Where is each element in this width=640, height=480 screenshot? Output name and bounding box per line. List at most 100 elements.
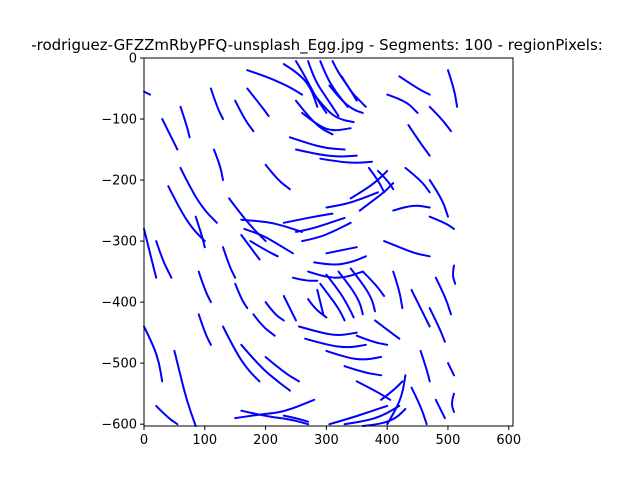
series-line-44 (428, 215, 455, 230)
series-line-83 (282, 414, 310, 423)
series-line-74 (240, 343, 291, 392)
series-line-63 (392, 270, 404, 310)
series-line-79 (143, 227, 158, 279)
series-line-57 (282, 295, 297, 322)
series-line-66 (434, 276, 452, 316)
x-tick-label: 100 (192, 433, 217, 448)
series-line-88 (386, 374, 407, 426)
series-line-85 (343, 404, 401, 426)
series-line-60 (325, 349, 383, 361)
axes-frame (143, 57, 514, 427)
series-line-34 (295, 216, 346, 233)
series-line-90 (434, 398, 446, 420)
y-tick-label: −600 (101, 418, 137, 433)
series-line-56 (291, 276, 319, 282)
series-line-13 (319, 157, 373, 164)
series-line-21 (161, 118, 179, 151)
series-line-48 (325, 246, 358, 255)
series-line-42 (404, 166, 431, 194)
series-line-30 (240, 218, 304, 233)
x-axis: 0 100 200 300 400 500 600 (140, 426, 521, 448)
series-line-39 (367, 166, 386, 194)
series-line-65 (428, 307, 446, 343)
series-line-14 (234, 99, 255, 133)
series-line-11 (288, 136, 346, 151)
series-line-16 (386, 93, 419, 114)
y-tick-label: −500 (101, 357, 137, 372)
series-line-84 (328, 404, 389, 426)
series-line-36 (325, 191, 379, 209)
series-line-37 (349, 169, 389, 200)
y-tick-label: −100 (101, 113, 137, 128)
series-layer (143, 60, 459, 427)
series-line-61 (355, 334, 389, 346)
series-line-96 (355, 380, 392, 401)
series-line-75 (264, 356, 300, 383)
series-line-81 (234, 398, 316, 420)
series-line-10 (340, 75, 367, 108)
y-tick-label: −200 (101, 174, 137, 189)
series-line-80 (222, 246, 237, 279)
series-line-43 (428, 179, 449, 218)
series-line-32 (249, 240, 279, 258)
y-axis: 0 −100 −200 −300 −400 −500 −600 (101, 52, 144, 433)
series-line-46 (313, 255, 367, 266)
series-line-47 (307, 270, 364, 279)
series-line-23 (143, 90, 152, 96)
series-line-71 (173, 349, 197, 427)
series-line-12 (295, 148, 358, 158)
series-line-64 (410, 288, 431, 328)
series-line-51 (337, 270, 364, 316)
series-line-89 (410, 386, 428, 426)
series-line-31 (243, 227, 294, 255)
plot-area (143, 57, 514, 427)
series-line-28 (240, 234, 261, 261)
series-line-9 (328, 84, 364, 114)
series-line-18 (428, 105, 452, 133)
x-tick-label: 400 (375, 433, 400, 448)
series-line-93 (264, 301, 285, 322)
series-line-92 (451, 392, 455, 413)
series-line-20 (407, 124, 431, 157)
series-line-52 (349, 267, 376, 313)
series-line-58 (298, 325, 358, 336)
axes-background (144, 58, 513, 426)
series-line-49 (319, 282, 346, 322)
series-line-72 (197, 313, 212, 346)
y-tick-label: −300 (101, 235, 137, 250)
series-line-94 (252, 313, 276, 337)
series-line-69 (143, 325, 164, 383)
series-line-1 (282, 63, 319, 108)
series-line-45 (383, 240, 431, 258)
series-line-0 (246, 69, 304, 96)
series-line-73 (222, 325, 261, 383)
series-line-77 (197, 270, 212, 304)
series-line-33 (282, 212, 334, 224)
x-tick-label: 200 (253, 433, 278, 448)
series-line-87 (380, 380, 404, 401)
series-line-41 (392, 204, 431, 212)
series-line-70 (155, 404, 179, 426)
x-tick-label: 600 (496, 433, 521, 448)
series-line-97 (212, 148, 224, 182)
series-line-3 (307, 60, 340, 117)
series-line-35 (301, 221, 352, 243)
series-line-82 (240, 409, 310, 426)
series-line-22 (179, 105, 191, 139)
series-line-91 (452, 264, 457, 285)
series-line-68 (447, 362, 455, 377)
series-line-98 (194, 215, 206, 249)
x-tick-label: 300 (314, 433, 339, 448)
series-line-53 (361, 270, 386, 297)
y-tick-label: −400 (101, 296, 137, 311)
series-line-15 (246, 87, 270, 117)
series-line-40 (377, 169, 395, 191)
series-line-38 (358, 182, 395, 212)
series-line-59 (304, 337, 367, 349)
series-line-25 (179, 166, 218, 224)
series-line-95 (343, 365, 383, 377)
series-line-8 (313, 93, 355, 124)
x-tick-label: 500 (436, 433, 461, 448)
series-line-24 (209, 87, 224, 120)
